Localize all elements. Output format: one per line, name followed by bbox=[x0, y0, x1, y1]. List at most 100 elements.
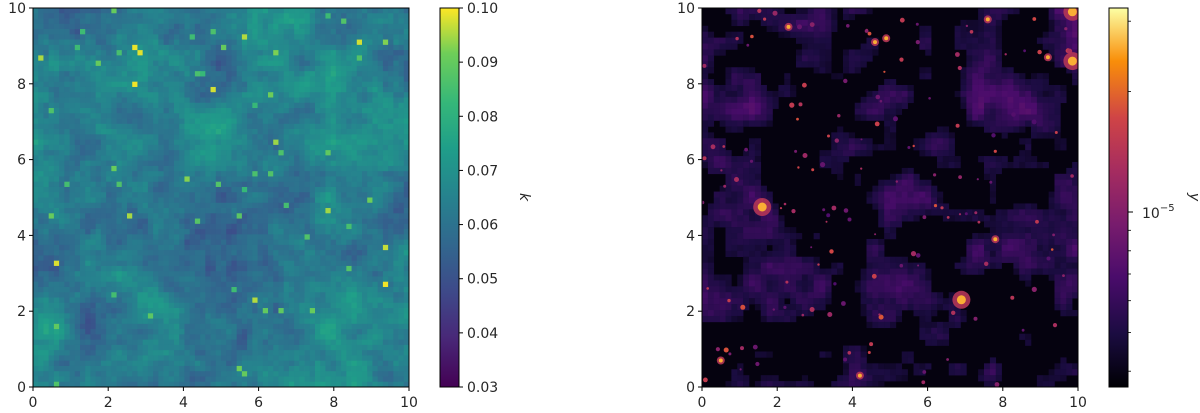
heatmap-cell bbox=[158, 165, 164, 172]
heatmap-cell bbox=[200, 276, 206, 283]
heatmap-cell bbox=[283, 318, 290, 325]
heatmap-cell bbox=[210, 318, 217, 325]
heatmap-cell bbox=[111, 234, 117, 241]
heatmap-cell bbox=[268, 286, 274, 293]
heatmap-cell bbox=[158, 29, 164, 35]
heatmap-cell bbox=[189, 8, 196, 14]
heatmap-cell bbox=[179, 144, 185, 151]
heatmap-cell bbox=[74, 92, 81, 98]
heatmap-cell bbox=[33, 218, 39, 225]
heatmap-cell bbox=[257, 202, 264, 209]
heatmap-cell bbox=[111, 50, 117, 56]
heatmap-cell bbox=[106, 223, 112, 230]
heatmap-cell bbox=[147, 255, 154, 262]
heatmap-cell bbox=[398, 97, 405, 104]
heatmap-cell bbox=[393, 60, 399, 67]
heatmap-cell bbox=[205, 160, 211, 167]
heatmap-cell bbox=[325, 160, 332, 167]
heatmap-cell bbox=[137, 302, 144, 309]
heatmap-cell bbox=[382, 18, 389, 25]
heatmap-cell bbox=[80, 55, 86, 62]
heatmap-cell bbox=[100, 339, 107, 346]
heatmap-cell bbox=[69, 29, 76, 35]
heatmap-cell bbox=[252, 39, 258, 46]
heatmap-cell bbox=[48, 286, 55, 293]
heatmap-cell bbox=[33, 81, 39, 88]
heatmap-cell bbox=[215, 176, 222, 183]
heatmap-cell bbox=[236, 171, 243, 177]
heatmap-cell bbox=[210, 8, 217, 14]
heatmap-cell bbox=[377, 139, 384, 146]
heatmap-cell bbox=[106, 102, 112, 109]
heatmap-cell bbox=[377, 8, 384, 14]
heatmap-cell bbox=[257, 208, 264, 214]
heatmap-cell bbox=[132, 50, 138, 56]
heatmap-cell bbox=[59, 223, 65, 230]
heatmap-cell bbox=[179, 29, 185, 35]
heatmap-cell bbox=[351, 192, 358, 198]
heatmap-cell bbox=[315, 118, 321, 125]
heatmap-cell bbox=[64, 334, 70, 341]
heatmap-cell bbox=[158, 18, 164, 25]
heatmap-cell bbox=[132, 308, 138, 314]
heatmap-cell bbox=[252, 97, 258, 104]
heatmap-cell bbox=[184, 181, 191, 188]
heatmap-cell bbox=[288, 202, 295, 209]
heatmap-cell bbox=[147, 150, 154, 156]
heatmap-cell bbox=[69, 308, 76, 314]
heatmap-cell bbox=[278, 150, 285, 156]
heatmap-cell bbox=[53, 229, 60, 235]
heatmap-cell bbox=[304, 234, 311, 241]
heatmap-cell bbox=[137, 81, 144, 88]
heatmap-cell bbox=[330, 350, 337, 356]
heatmap-cell bbox=[106, 265, 112, 272]
heatmap-cell bbox=[309, 360, 316, 367]
heatmap-cell bbox=[33, 286, 39, 293]
heatmap-cell bbox=[351, 176, 358, 183]
heatmap-cell bbox=[231, 197, 238, 204]
heatmap-cell bbox=[95, 192, 102, 198]
heatmap-cell bbox=[43, 150, 50, 156]
heatmap-cell bbox=[64, 186, 70, 193]
heatmap-cell bbox=[273, 8, 279, 14]
heatmap-cell bbox=[278, 65, 285, 72]
heatmap-cell bbox=[257, 244, 264, 251]
heatmap-cell bbox=[43, 86, 50, 93]
heatmap-cell bbox=[278, 155, 285, 162]
heatmap-cell bbox=[268, 334, 274, 341]
heatmap-cell bbox=[241, 39, 248, 46]
heatmap-cell bbox=[163, 92, 170, 98]
heatmap-cell bbox=[278, 29, 285, 35]
heatmap-cell bbox=[163, 286, 170, 293]
heatmap-cell bbox=[315, 329, 321, 335]
heatmap-cell bbox=[362, 255, 368, 262]
heatmap-cell bbox=[43, 171, 50, 177]
heatmap-cell bbox=[372, 150, 379, 156]
heatmap-cell bbox=[325, 171, 332, 177]
heatmap-cell bbox=[283, 223, 290, 230]
heatmap-cell bbox=[111, 102, 117, 109]
heatmap-cell bbox=[283, 313, 290, 319]
heatmap-cell bbox=[168, 171, 175, 177]
heatmap-cell bbox=[69, 255, 76, 262]
heatmap-cell bbox=[335, 13, 342, 19]
heatmap-cell bbox=[158, 250, 164, 256]
heatmap-cell bbox=[189, 344, 196, 351]
heatmap-cell bbox=[221, 181, 227, 188]
heatmap-cell bbox=[241, 113, 248, 119]
heatmap-cell bbox=[100, 144, 107, 151]
heatmap-cell bbox=[215, 65, 222, 72]
heatmap-cell bbox=[315, 34, 321, 40]
heatmap-cell bbox=[184, 276, 191, 283]
heatmap-cell bbox=[59, 292, 65, 298]
heatmap-cell bbox=[356, 302, 363, 309]
heatmap-cell bbox=[210, 29, 217, 35]
heatmap-cell bbox=[367, 334, 373, 341]
heatmap-cell bbox=[85, 213, 91, 219]
heatmap-cell bbox=[403, 281, 409, 288]
heatmap-cell bbox=[74, 165, 81, 172]
heatmap-cell bbox=[179, 302, 185, 309]
heatmap-cell bbox=[132, 65, 138, 72]
heatmap-cell bbox=[367, 113, 373, 119]
heatmap-cell bbox=[205, 129, 211, 135]
